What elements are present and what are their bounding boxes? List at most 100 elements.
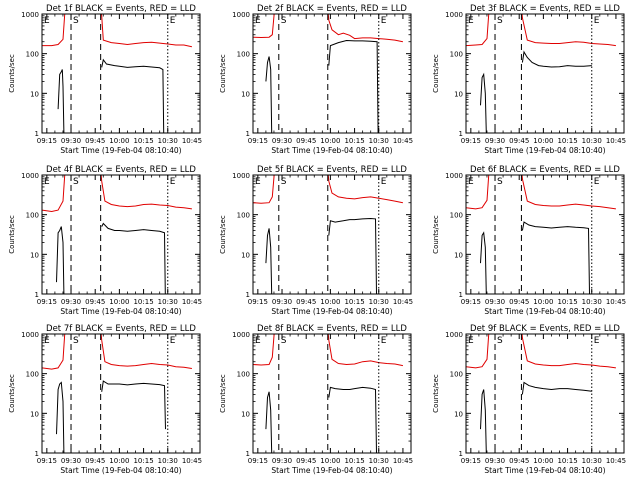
plot-frame <box>41 13 201 134</box>
x-tick-label: 09:15 <box>248 137 268 145</box>
marker-label: S <box>281 177 287 187</box>
x-tick-label: 09:45 <box>509 457 529 465</box>
y-tick-label: 1000 <box>21 331 39 339</box>
y-tick-label: 1 <box>246 450 250 458</box>
x-tick-label: 09:30 <box>61 137 81 145</box>
panel-7: Det 7f BLACK = Events, RED = LLD Counts/s… <box>8 324 202 475</box>
x-tick-label: 09:30 <box>272 298 292 306</box>
marker-label: S <box>497 177 503 187</box>
x-tick-label: 10:30 <box>369 457 389 465</box>
y-tick-label: 10 <box>241 90 250 98</box>
panel-title: Det 6f BLACK = Events, RED = LLD <box>470 165 620 175</box>
events-series-line <box>265 39 379 133</box>
events-series-line <box>265 217 377 294</box>
y-tick-label: 100 <box>237 51 250 59</box>
plot-frame <box>465 13 625 134</box>
y-tick-label: 100 <box>237 212 250 220</box>
panel-8: Det 8f BLACK = Events, RED = LLD Counts/s… <box>219 324 413 475</box>
x-axis-label: Start Time (19-Feb-04 08:10:40) <box>271 307 392 316</box>
x-tick-label: 10:45 <box>182 457 202 465</box>
lld-series-line <box>253 334 403 367</box>
y-tick-label: 1 <box>459 450 463 458</box>
x-tick-label: 10:45 <box>606 298 626 306</box>
panel-title: Det 2f BLACK = Events, RED = LLD <box>257 4 407 14</box>
marker-label: E <box>468 16 474 26</box>
x-tick-label: 09:30 <box>272 457 292 465</box>
y-tick-label: 1 <box>459 291 463 299</box>
events-series-line <box>480 381 592 453</box>
plot-frame <box>252 174 412 295</box>
y-tick-label: 1000 <box>445 11 463 19</box>
marker-label: E <box>381 177 387 187</box>
x-tick-label: 10:00 <box>320 457 340 465</box>
x-tick-label: 10:00 <box>109 457 129 465</box>
x-tick-label: 10:30 <box>582 137 602 145</box>
x-tick-label: 09:45 <box>296 137 316 145</box>
x-axis-label: Start Time (19-Feb-04 08:10:40) <box>60 307 181 316</box>
y-tick-label: 1 <box>246 130 250 138</box>
y-axis-label: Counts/sec <box>432 54 440 93</box>
x-tick-label: 10:15 <box>557 457 577 465</box>
x-axis-label: Start Time (19-Feb-04 08:10:40) <box>271 466 392 475</box>
marker-label: E <box>381 336 387 346</box>
lld-series-line <box>42 334 192 370</box>
lld-series-line <box>466 175 616 210</box>
events-series-line <box>57 58 165 133</box>
y-tick-label: 100 <box>450 51 463 59</box>
marker-label: E <box>381 16 387 26</box>
y-tick-label: 10 <box>30 251 39 259</box>
x-tick-label: 09:30 <box>485 137 505 145</box>
x-tick-label: 10:00 <box>533 137 553 145</box>
events-series-line <box>56 222 166 294</box>
y-tick-label: 10 <box>30 410 39 418</box>
marker-label: S <box>73 16 79 26</box>
y-axis-label: Counts/sec <box>8 215 16 254</box>
x-tick-label: 09:30 <box>61 457 81 465</box>
y-tick-label: 10 <box>241 410 250 418</box>
marker-label: E <box>468 177 474 187</box>
marker-label: E <box>44 336 50 346</box>
x-tick-label: 09:30 <box>485 298 505 306</box>
x-tick-label: 10:30 <box>582 457 602 465</box>
marker-label: E <box>44 16 50 26</box>
x-tick-label: 10:00 <box>533 298 553 306</box>
marker-label: E <box>44 177 50 187</box>
x-tick-label: 09:15 <box>248 298 268 306</box>
y-tick-label: 1000 <box>232 172 250 180</box>
events-series-line <box>480 221 590 294</box>
panel-title: Det 7f BLACK = Events, RED = LLD <box>46 324 196 334</box>
y-tick-label: 1 <box>246 291 250 299</box>
y-tick-label: 100 <box>26 212 39 220</box>
x-tick-label: 09:15 <box>37 298 57 306</box>
panel-4: Det 4f BLACK = Events, RED = LLD Counts/s… <box>8 165 202 316</box>
y-tick-label: 1000 <box>21 172 39 180</box>
y-tick-label: 1000 <box>232 11 250 19</box>
x-tick-label: 10:30 <box>369 298 389 306</box>
y-tick-label: 1000 <box>232 331 250 339</box>
y-tick-label: 1 <box>35 450 39 458</box>
x-axis-label: Start Time (19-Feb-04 08:10:40) <box>484 307 605 316</box>
plot-frame <box>252 333 412 454</box>
marker-label: E <box>468 336 474 346</box>
marker-label: S <box>73 336 79 346</box>
marker-label: E <box>594 336 600 346</box>
x-tick-label: 09:15 <box>461 137 481 145</box>
x-tick-label: 10:45 <box>182 137 202 145</box>
x-tick-label: 09:15 <box>461 298 481 306</box>
x-tick-label: 10:15 <box>344 457 364 465</box>
y-axis-label: Counts/sec <box>8 54 16 93</box>
y-tick-label: 100 <box>237 371 250 379</box>
x-tick-label: 09:30 <box>61 298 81 306</box>
panel-2: Det 2f BLACK = Events, RED = LLD Counts/s… <box>219 4 413 155</box>
lld-series-line <box>42 175 192 213</box>
x-tick-label: 09:15 <box>37 457 57 465</box>
x-tick-label: 10:45 <box>606 457 626 465</box>
y-axis-label: Counts/sec <box>432 374 440 413</box>
plot-frame <box>465 174 625 295</box>
y-tick-label: 100 <box>26 371 39 379</box>
x-tick-label: 10:45 <box>606 137 626 145</box>
panel-title: Det 8f BLACK = Events, RED = LLD <box>257 324 407 334</box>
marker-label: S <box>281 16 287 26</box>
lld-series-line <box>466 14 616 47</box>
